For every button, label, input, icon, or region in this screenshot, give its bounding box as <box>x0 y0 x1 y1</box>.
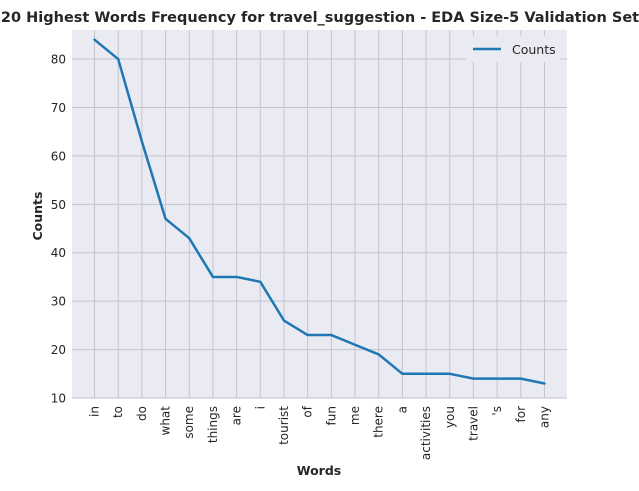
plot-area <box>72 30 567 398</box>
x-tick-label: there <box>372 406 386 438</box>
data-point <box>93 38 96 41</box>
x-tick-label: for <box>514 406 528 423</box>
data-point <box>354 343 356 346</box>
data-point <box>543 382 546 385</box>
data-point <box>496 377 498 380</box>
data-point <box>141 140 143 143</box>
y-tick-label: 50 <box>51 198 66 212</box>
data-point <box>377 353 380 356</box>
y-tick-label: 30 <box>51 295 66 309</box>
data-point <box>283 319 285 322</box>
x-tick-label: travel <box>466 406 480 441</box>
x-tick-label: things <box>206 406 220 443</box>
data-point <box>448 372 451 375</box>
x-axis-label: Words <box>297 463 341 478</box>
data-point <box>259 280 262 283</box>
x-tick-label: to <box>111 406 125 418</box>
data-point <box>235 276 238 278</box>
data-point <box>520 377 522 380</box>
y-tick-label: 80 <box>51 53 66 67</box>
x-tick-label: fun <box>324 406 338 425</box>
x-tick-label: of <box>301 405 315 417</box>
x-tick-label: any <box>538 406 552 428</box>
x-tick-label: you <box>443 406 457 428</box>
axis-ticks: in to do what some things are i tourist of fun me th… <box>51 53 552 461</box>
y-tick-label: 40 <box>51 246 66 260</box>
y-tick-label: 20 <box>51 343 66 357</box>
y-tick-label: 60 <box>51 149 66 163</box>
data-point <box>188 237 191 240</box>
chart-title: 20 Highest Words Frequency for travel_su… <box>1 10 639 26</box>
series-layer <box>93 38 546 385</box>
y-tick-label: 70 <box>51 101 66 115</box>
x-tick-label: do <box>135 406 149 421</box>
x-tick-label: what <box>159 406 173 436</box>
data-point <box>330 334 333 336</box>
grid-lines <box>72 30 567 399</box>
legend-label-counts: Counts <box>512 42 556 57</box>
data-point <box>425 372 427 375</box>
data-point <box>212 276 214 278</box>
data-point <box>164 218 167 220</box>
x-tick-label: are <box>230 406 244 425</box>
x-tick-label: tourist <box>277 406 291 445</box>
x-tick-label: me <box>348 406 362 425</box>
series-line-counts <box>93 38 546 385</box>
x-tick-label: a <box>395 406 409 413</box>
y-axis-label: Counts <box>30 192 45 241</box>
legend: Counts <box>466 36 560 62</box>
x-tick-label: i <box>253 406 267 409</box>
data-point <box>401 372 404 375</box>
x-tick-label: some <box>182 406 196 439</box>
x-tick-label: activities <box>419 406 433 460</box>
x-tick-label: in <box>88 406 102 417</box>
data-point <box>472 377 475 380</box>
data-point <box>306 334 309 336</box>
data-point <box>117 58 119 60</box>
x-tick-label: 's <box>490 406 504 416</box>
y-tick-label: 10 <box>51 392 66 406</box>
